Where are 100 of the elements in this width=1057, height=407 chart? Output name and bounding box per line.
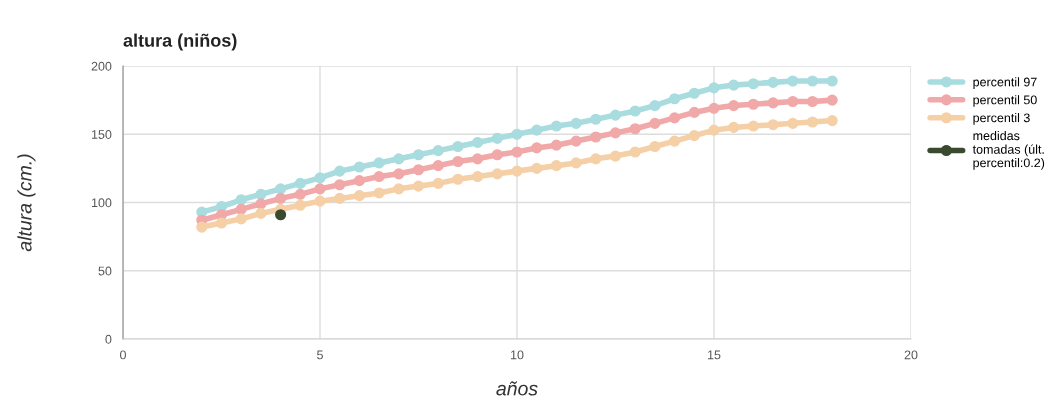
point xyxy=(688,106,700,118)
point xyxy=(767,76,779,88)
point xyxy=(511,146,523,158)
point xyxy=(314,172,326,184)
point xyxy=(728,79,740,91)
point xyxy=(550,139,562,151)
x-tick-label: 15 xyxy=(708,350,721,360)
point xyxy=(215,217,228,229)
point xyxy=(590,131,602,143)
point xyxy=(294,199,306,211)
point xyxy=(334,165,346,177)
point xyxy=(531,124,543,136)
point xyxy=(235,213,247,225)
point xyxy=(432,160,444,172)
x-tick-label: 20 xyxy=(904,350,918,360)
y-tick-label: 200 xyxy=(91,61,112,71)
point xyxy=(491,149,503,161)
point xyxy=(708,102,720,114)
point xyxy=(787,75,799,87)
y-tick-label: 0 xyxy=(105,334,112,344)
point xyxy=(294,177,306,189)
point xyxy=(767,97,779,109)
point xyxy=(353,161,365,173)
point xyxy=(590,153,602,165)
point xyxy=(609,127,622,139)
point xyxy=(373,171,385,183)
x-tick-label: 0 xyxy=(120,350,126,360)
point xyxy=(826,94,838,106)
legend-label: percentil 50 xyxy=(973,95,1037,107)
point xyxy=(255,188,267,200)
point xyxy=(393,183,405,195)
point xyxy=(235,203,247,215)
point xyxy=(728,100,740,112)
point xyxy=(728,121,740,133)
y-tick-label: 150 xyxy=(91,130,112,139)
point xyxy=(570,117,582,129)
point xyxy=(649,117,661,129)
point xyxy=(255,207,267,219)
point xyxy=(452,155,464,168)
point xyxy=(629,146,641,158)
point xyxy=(550,160,562,172)
legend-label: medidas tomadas (últ. percentil:0.2) xyxy=(972,130,1045,170)
point xyxy=(669,112,681,124)
point xyxy=(531,142,543,154)
point xyxy=(452,140,464,153)
y-axis-title: altura (cm.) xyxy=(17,154,36,252)
point xyxy=(688,130,700,142)
point xyxy=(747,78,759,90)
point xyxy=(511,165,523,177)
point xyxy=(393,168,405,180)
point xyxy=(649,140,661,153)
point xyxy=(196,221,208,233)
point xyxy=(629,123,641,135)
point xyxy=(472,136,484,148)
point xyxy=(275,183,287,195)
point xyxy=(787,95,799,108)
point xyxy=(590,113,602,125)
x-tick-label: 5 xyxy=(317,350,323,360)
point xyxy=(629,105,641,117)
point xyxy=(669,93,681,105)
point xyxy=(393,153,405,165)
point xyxy=(826,75,838,87)
point xyxy=(688,87,700,99)
x-tick-label: 10 xyxy=(511,350,524,360)
point xyxy=(432,145,444,157)
point xyxy=(491,132,503,144)
chart-title: altura (niños) xyxy=(123,33,237,51)
point xyxy=(491,168,503,180)
point xyxy=(412,149,425,161)
point xyxy=(708,82,720,94)
point xyxy=(669,135,681,147)
point xyxy=(747,120,759,132)
point xyxy=(826,115,838,127)
point xyxy=(472,171,484,183)
point xyxy=(806,95,819,108)
point xyxy=(275,192,287,204)
point xyxy=(472,153,484,165)
point xyxy=(747,98,759,110)
point xyxy=(314,195,326,207)
point xyxy=(570,135,582,147)
point xyxy=(550,120,562,132)
point xyxy=(570,157,582,169)
point xyxy=(767,119,779,131)
point xyxy=(708,124,720,136)
point xyxy=(609,109,622,121)
point xyxy=(255,198,267,210)
point xyxy=(373,187,385,199)
point xyxy=(353,190,365,202)
point xyxy=(787,117,799,129)
point xyxy=(412,164,425,176)
y-tick-label: 50 xyxy=(98,266,112,276)
point xyxy=(334,179,346,191)
point xyxy=(373,157,385,169)
point xyxy=(511,128,523,140)
point xyxy=(806,116,819,128)
point xyxy=(531,162,543,174)
point xyxy=(609,150,622,162)
point xyxy=(452,173,464,185)
point xyxy=(334,192,346,204)
point xyxy=(649,100,661,112)
